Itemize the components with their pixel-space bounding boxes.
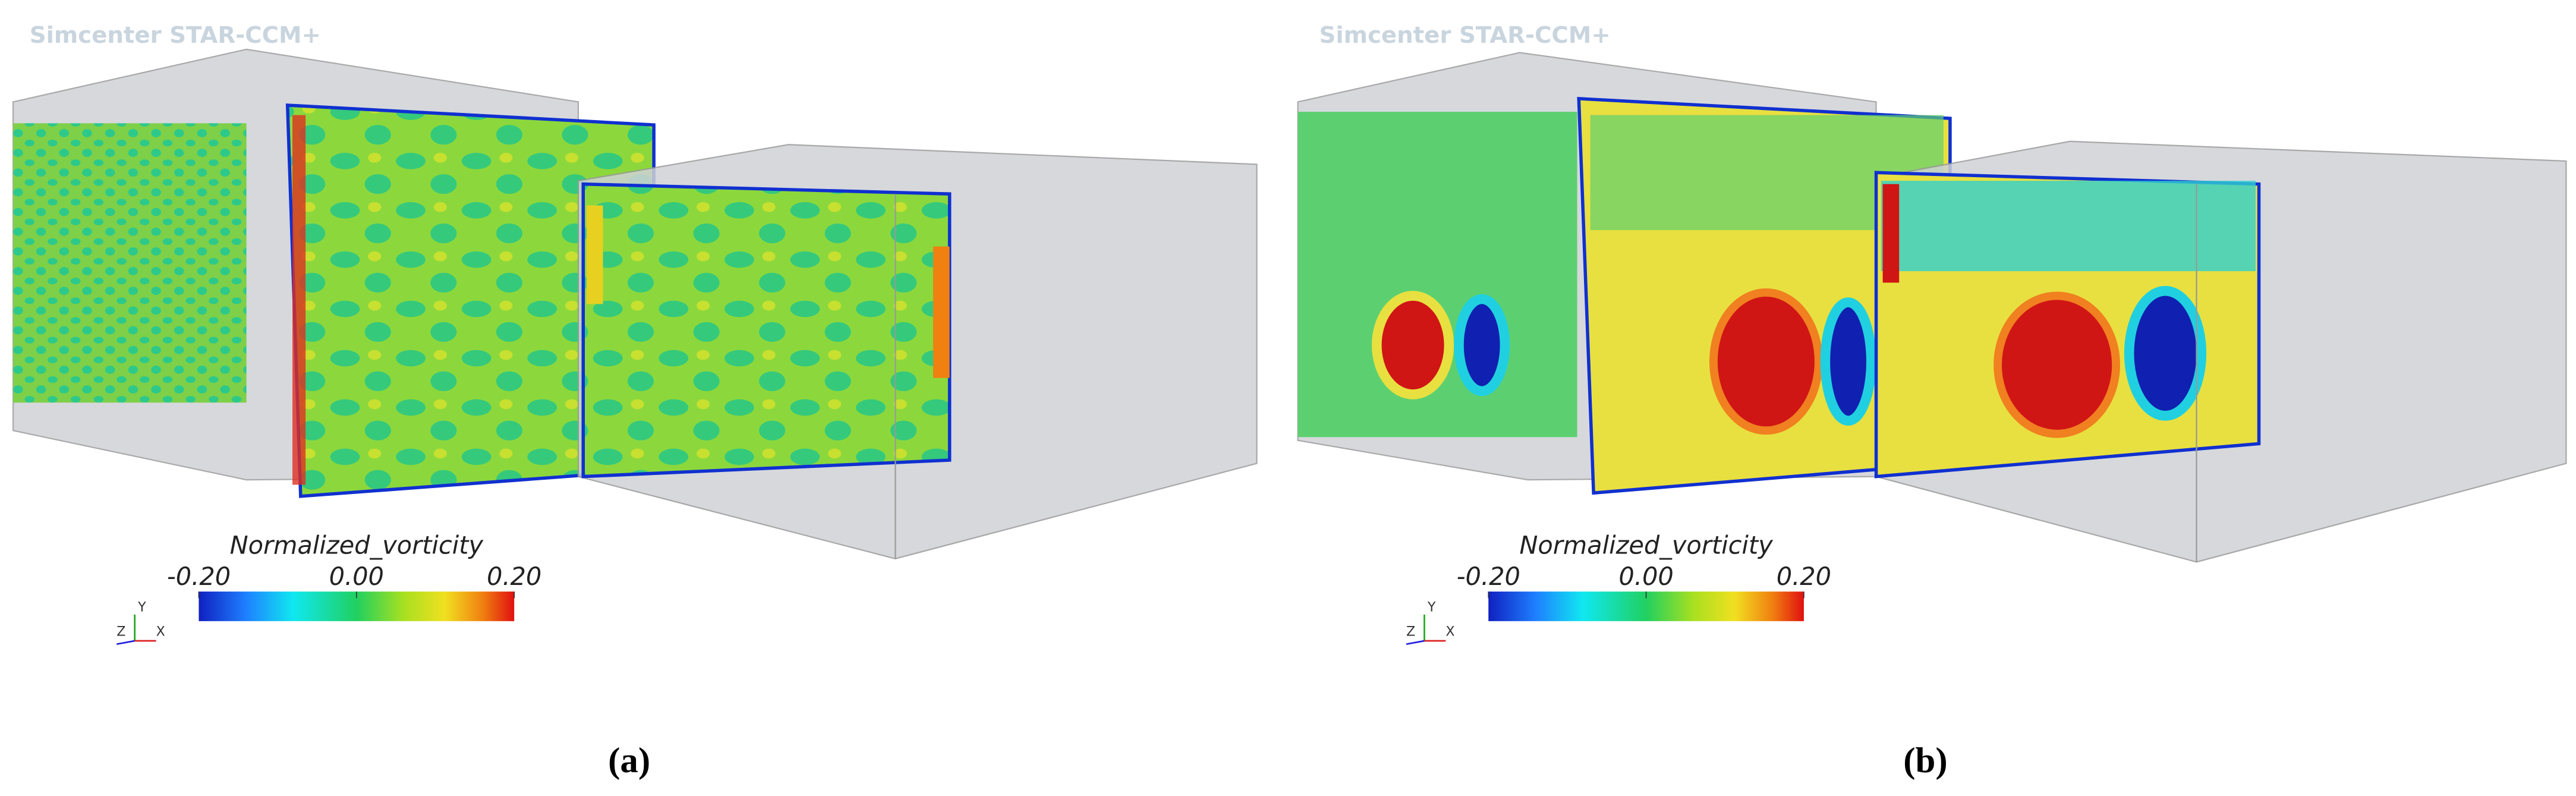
logo: Simcenter STAR-CCM+ <box>1320 22 1611 49</box>
colorbar-tick-label: 0.20 <box>487 562 541 591</box>
axis-label: X <box>156 624 165 640</box>
panel-b-scene <box>1297 52 2567 563</box>
panel-a-scene <box>12 48 1258 559</box>
caption: (b) <box>1903 741 1947 781</box>
colorbar-tick-label: -0.20 <box>1457 562 1520 591</box>
axis-z <box>1406 640 1425 645</box>
panel: Simcenter STAR-CCM+ Normalized_vorticity-… <box>30 22 541 645</box>
colorbar-title: Normalized_vorticity <box>230 531 484 560</box>
axis-label: X <box>1446 624 1454 640</box>
colorbar-tick-label: 0.00 <box>329 562 384 591</box>
colorbar-title: Normalized_vorticity <box>1519 531 1773 560</box>
axis-label: Z <box>1406 624 1415 640</box>
caption: (a) <box>608 741 650 781</box>
axis-z <box>116 640 135 645</box>
colorbar-tick-label: 0.00 <box>1618 562 1673 591</box>
logo: Simcenter STAR-CCM+ <box>30 22 321 49</box>
colorbar-tick-label: 0.20 <box>1777 562 1831 591</box>
colorbar-tick-label: -0.20 <box>167 562 231 591</box>
axis-label: Y <box>137 599 146 615</box>
panel: Simcenter STAR-CCM+ Normalized_vorticity-… <box>1320 22 1831 645</box>
axis-label: Z <box>116 624 125 640</box>
axis-label: Y <box>1427 599 1436 615</box>
